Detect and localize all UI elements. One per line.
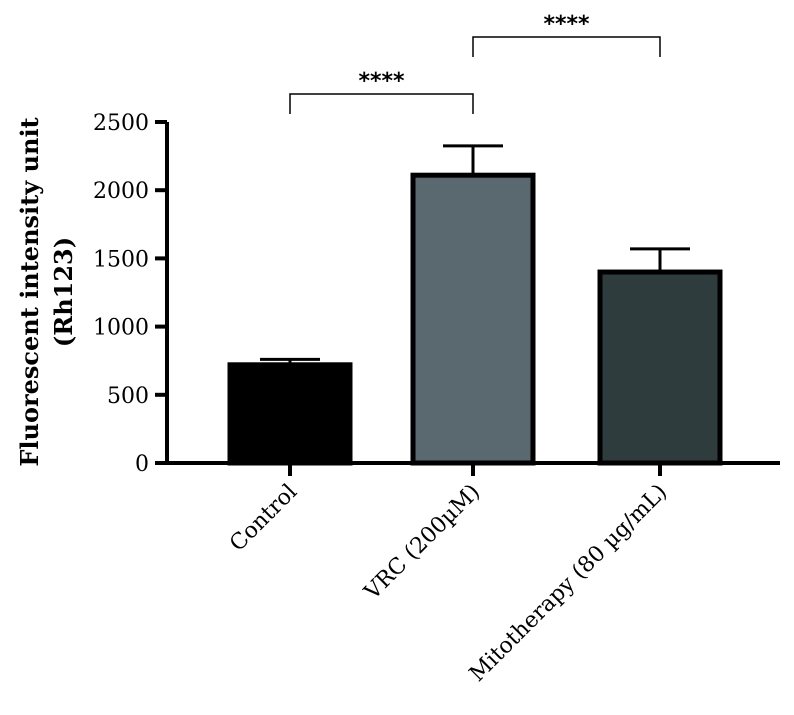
bar xyxy=(227,362,353,466)
significance-brackets: **** **** xyxy=(289,12,661,114)
y-axis-title: Fluorescent intensity unit (Rh123) xyxy=(15,117,78,466)
y-axis-label-line-1: Fluorescent intensity unit xyxy=(15,117,44,466)
significance-label: **** xyxy=(358,69,405,94)
significance-bracket xyxy=(472,36,661,57)
y-tick-label: 2000 xyxy=(93,179,149,204)
significance-bracket xyxy=(289,93,474,114)
x-category-label: VRC (200µM) xyxy=(359,480,485,606)
bar xyxy=(410,172,536,466)
y-tick-label: 2500 xyxy=(93,111,149,136)
y-axis: 0 500 1000 1500 2000 2500 xyxy=(93,111,169,477)
significance-label: **** xyxy=(543,12,590,37)
x-category-label: Mitotherapy (80 µg/mL) xyxy=(465,480,672,687)
y-tick-label: 1000 xyxy=(93,316,149,341)
x-axis: Control VRC (200µM)Mitotherapy (80 µg/mL) xyxy=(165,461,780,687)
bars xyxy=(227,172,723,466)
y-tick-label: 500 xyxy=(107,384,149,409)
y-tick-label: 1500 xyxy=(93,247,149,272)
bar xyxy=(597,269,723,466)
y-axis-label-line-2: (Rh123) xyxy=(49,237,78,347)
y-tick-label: 0 xyxy=(135,452,149,477)
x-category-label: Control xyxy=(225,480,302,557)
